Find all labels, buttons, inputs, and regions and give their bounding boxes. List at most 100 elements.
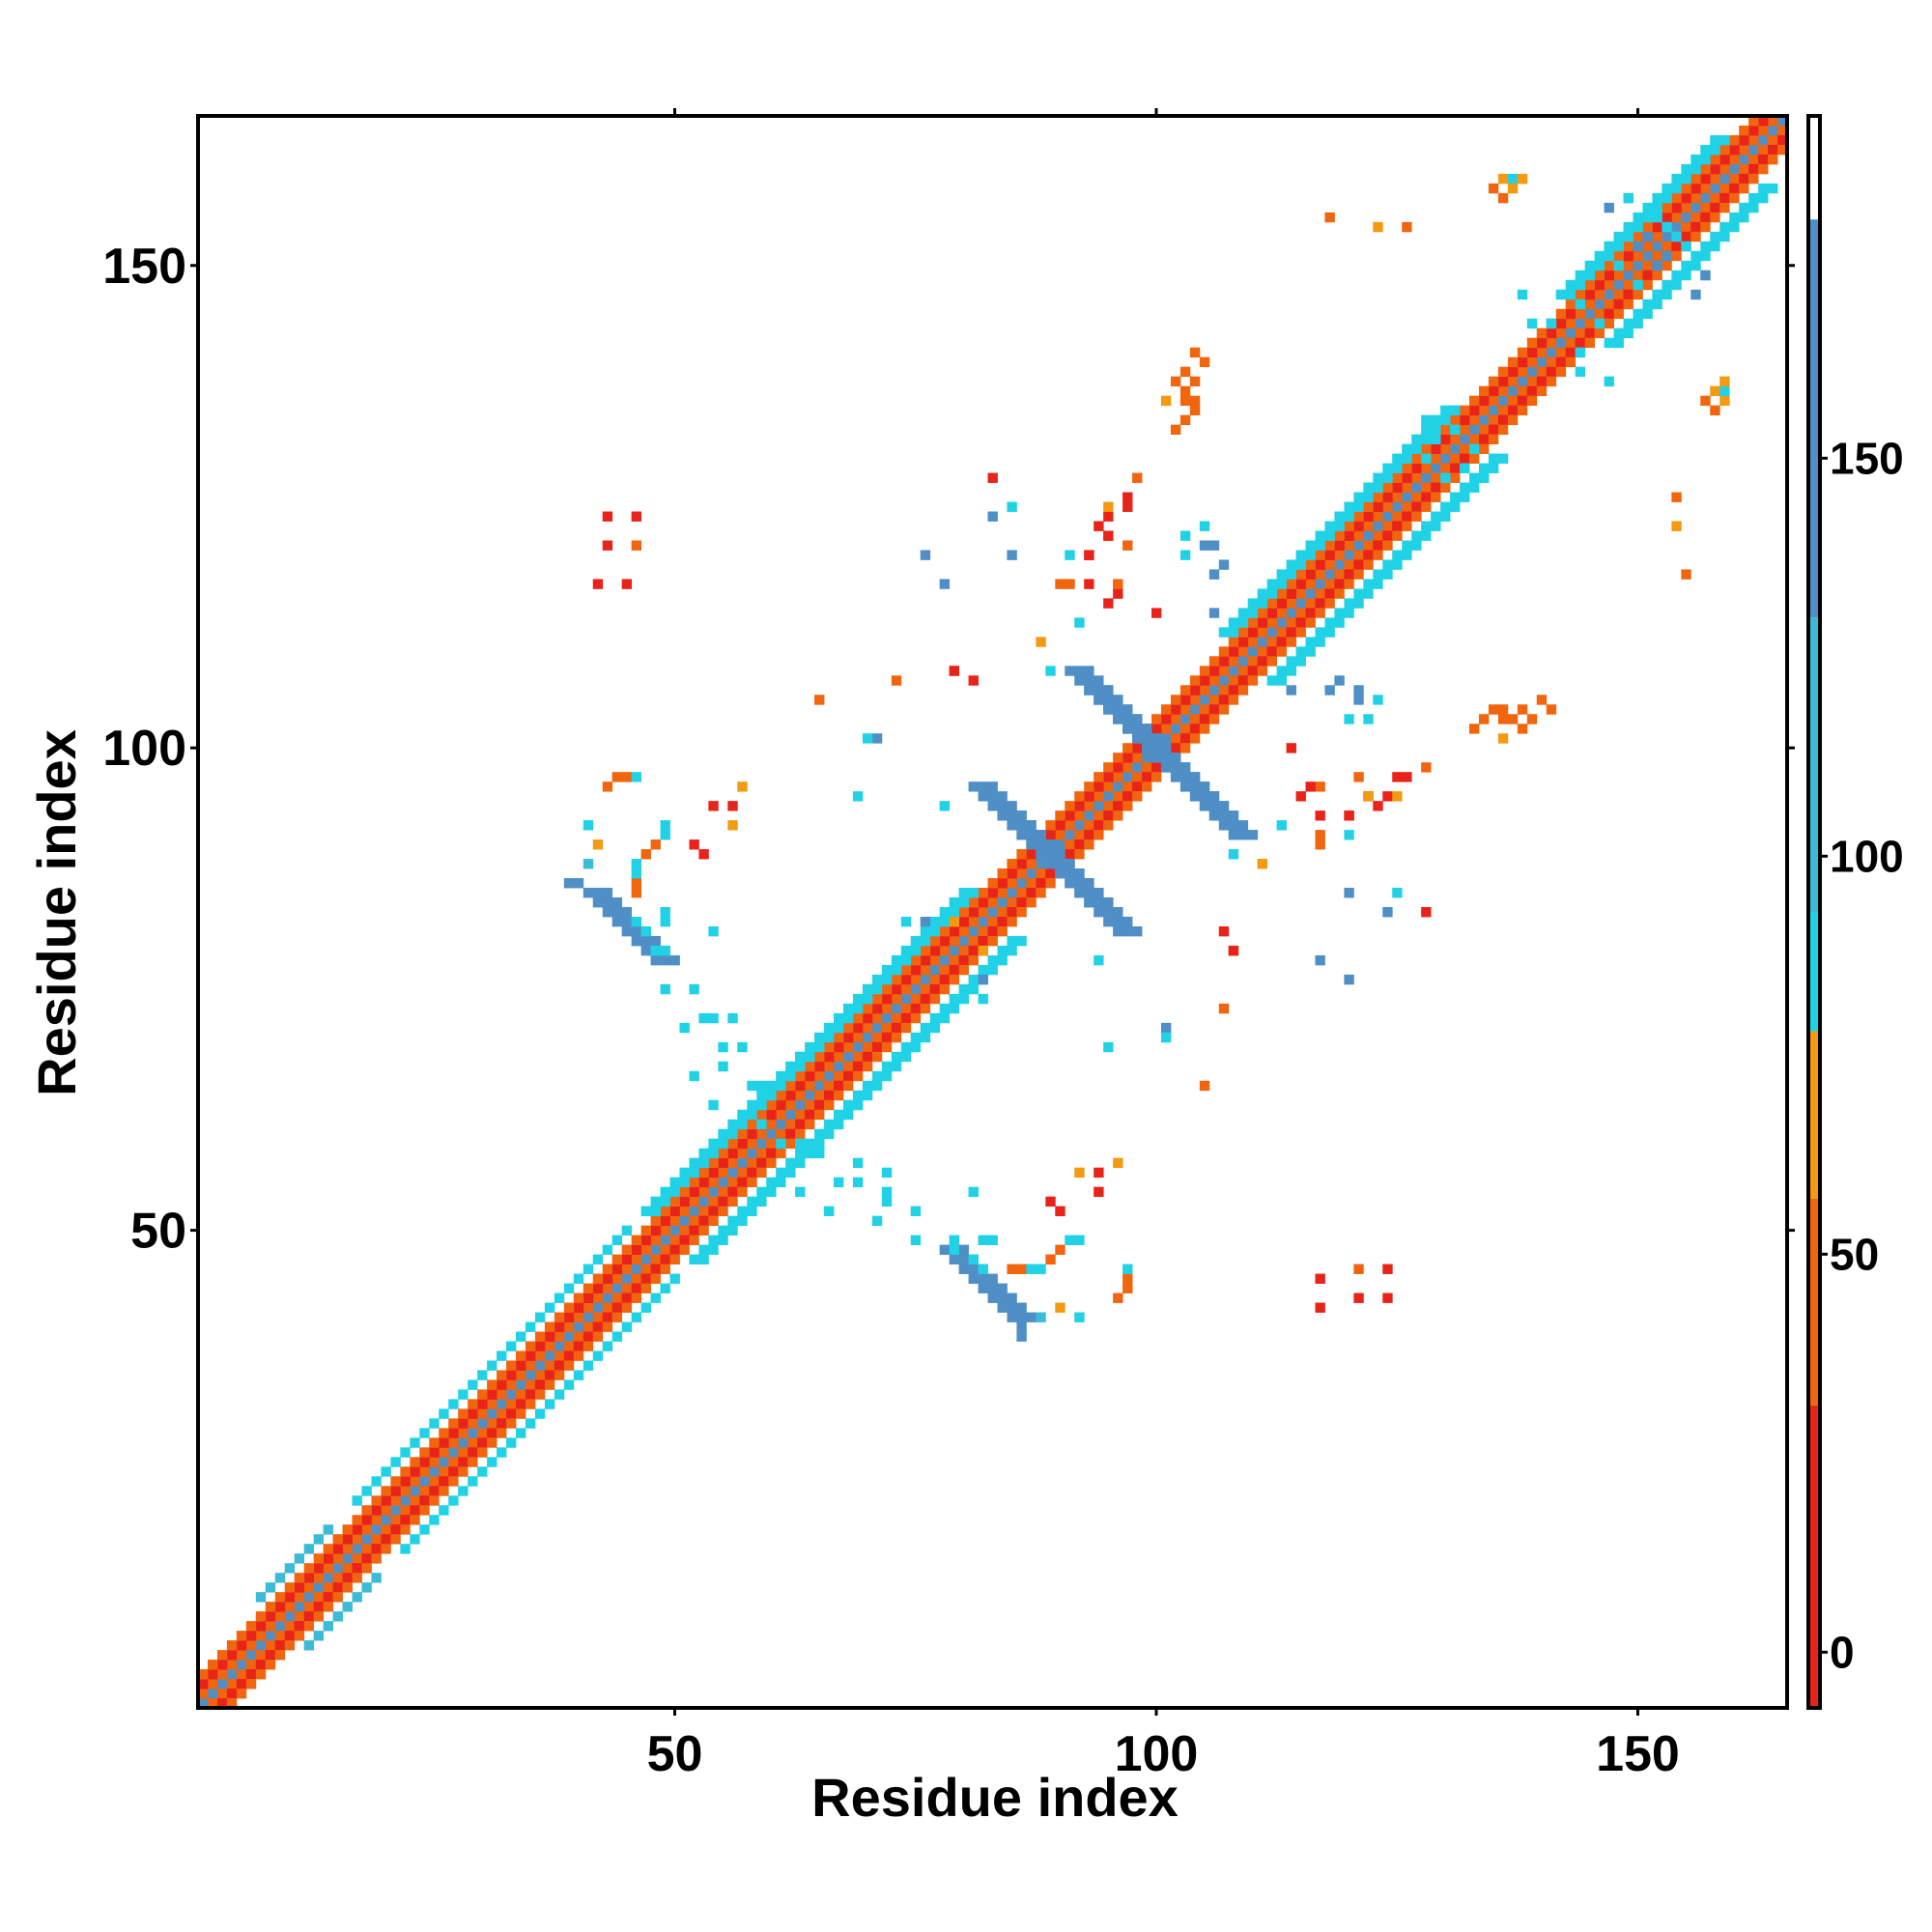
heatmap-cell: [968, 675, 979, 686]
heatmap-cell: [563, 1312, 575, 1322]
heatmap-cell: [1276, 608, 1287, 618]
heatmap-cell: [1142, 743, 1152, 753]
colorbar-frame: [1806, 114, 1822, 1710]
heatmap-cell: [1266, 588, 1278, 599]
heatmap-cell: [1266, 656, 1278, 667]
heatmap-cell: [631, 1312, 642, 1322]
heatmap-cell: [265, 1640, 276, 1651]
heatmap-cell: [795, 1128, 806, 1140]
heatmap-cell: [1151, 762, 1162, 773]
heatmap-cell: [1594, 318, 1605, 329]
heatmap-cell: [1584, 327, 1596, 339]
heatmap-cell: [1237, 637, 1249, 647]
heatmap-cell: [1257, 646, 1268, 657]
heatmap-cell: [468, 1447, 478, 1458]
heatmap-cell: [419, 1457, 430, 1467]
heatmap-cell: [987, 916, 998, 927]
heatmap-cell: [766, 1186, 777, 1198]
heatmap-cell: [910, 954, 922, 966]
heatmap-cell: [592, 1273, 604, 1284]
heatmap-cell: [1189, 405, 1201, 416]
heatmap-cell: [1507, 366, 1519, 378]
heatmap-cell: [1546, 337, 1557, 349]
heatmap-cell: [381, 1524, 391, 1535]
heatmap-cell: [1170, 762, 1181, 773]
heatmap-cell: [245, 1660, 257, 1670]
heatmap-cell: [1719, 385, 1730, 397]
heatmap-cell: [1199, 666, 1210, 676]
heatmap-cell: [1026, 1312, 1037, 1322]
heatmap-cell: [1113, 753, 1123, 763]
heatmap-cell: [842, 1041, 854, 1053]
heatmap-cell: [1460, 405, 1470, 416]
heatmap-cell: [1421, 492, 1432, 502]
heatmap-cell: [910, 993, 922, 1005]
heatmap-cell: [698, 1157, 709, 1169]
heatmap-cell: [1045, 868, 1056, 879]
heatmap-cell: [1392, 559, 1403, 570]
heatmap-cell: [1633, 308, 1643, 320]
heatmap-cell: [1440, 424, 1451, 435]
heatmap-cell: [1045, 1254, 1056, 1264]
heatmap-cell: [294, 1553, 305, 1564]
x-tick-label: 150: [1596, 1726, 1680, 1782]
heatmap-cell: [747, 1138, 757, 1150]
heatmap-cell: [679, 1167, 690, 1179]
heatmap-cell: [1517, 289, 1528, 300]
heatmap-cell: [1719, 192, 1730, 204]
heatmap-cell: [1084, 839, 1094, 850]
heatmap-cell: [1132, 714, 1143, 724]
heatmap-cell: [1179, 414, 1191, 426]
heatmap-cell: [1094, 888, 1104, 898]
heatmap-cell: [573, 1331, 584, 1342]
heatmap-cell: [987, 791, 998, 802]
heatmap-cell: [1652, 250, 1662, 262]
heatmap-cell: [1440, 414, 1451, 426]
heatmap-cell: [756, 1109, 767, 1121]
heatmap-cell: [400, 1447, 411, 1458]
heatmap-cell: [881, 983, 893, 995]
heatmap-cell: [1103, 897, 1114, 908]
heatmap-cell: [785, 1080, 796, 1092]
heatmap-cell: [978, 925, 988, 937]
heatmap-cell: [381, 1534, 391, 1545]
heatmap-cell: [978, 935, 988, 947]
colorbar-band: [1808, 116, 1820, 220]
heatmap-cell: [881, 1012, 893, 1024]
heatmap-cell: [1642, 231, 1653, 242]
heatmap-cell: [1411, 540, 1422, 551]
heatmap-cell: [1334, 579, 1345, 589]
heatmap-cell: [313, 1602, 325, 1612]
heatmap-cell: [718, 1167, 728, 1179]
heatmap-cell: [871, 983, 883, 995]
heatmap-cell: [1594, 327, 1605, 339]
heatmap-cell: [842, 1109, 854, 1121]
heatmap-cell: [727, 820, 738, 831]
heatmap-cell: [689, 1235, 699, 1245]
heatmap-cell: [737, 1167, 748, 1179]
heatmap-cell: [1623, 279, 1634, 291]
heatmap-cell: [582, 1302, 594, 1313]
heatmap-cell: [1613, 260, 1624, 271]
heatmap-cell: [1565, 347, 1577, 358]
heatmap-cell: [1315, 1273, 1325, 1284]
heatmap-cell: [525, 1370, 536, 1380]
heatmap-cell: [1103, 820, 1114, 831]
heatmap-cell: [1739, 163, 1749, 175]
heatmap-cell: [497, 1379, 507, 1390]
heatmap-cell: [795, 1061, 806, 1072]
heatmap-cell: [1179, 530, 1191, 541]
heatmap-cell: [1460, 492, 1470, 502]
heatmap-cell: [1199, 685, 1210, 696]
heatmap-cell: [1007, 935, 1017, 947]
heatmap-cell: [1237, 608, 1249, 618]
heatmap-cell: [631, 916, 642, 927]
heatmap-cell: [1257, 608, 1268, 618]
heatmap-cell: [881, 1196, 893, 1208]
heatmap-cell: [1450, 492, 1461, 502]
heatmap-cell: [468, 1379, 478, 1390]
heatmap-cell: [1132, 925, 1143, 937]
heatmap-cell: [1421, 472, 1432, 483]
heatmap-cell: [1218, 675, 1230, 686]
heatmap-cell: [1132, 772, 1143, 782]
